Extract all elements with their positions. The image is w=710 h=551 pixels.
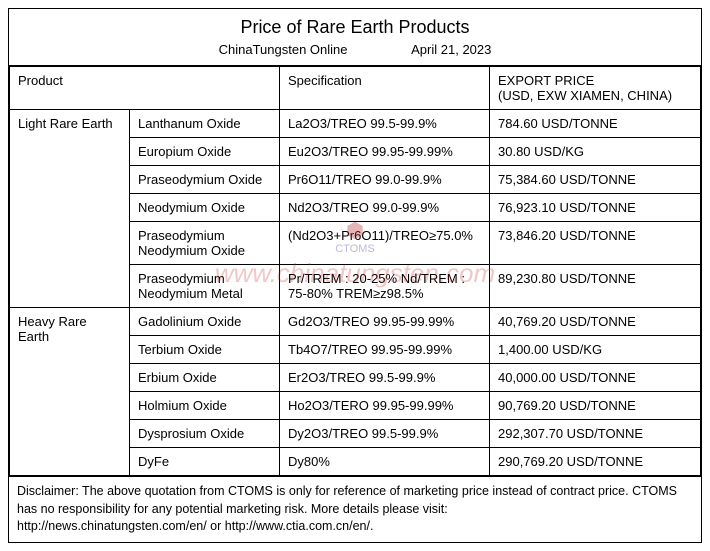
price-cell: 75,384.60 USD/TONNE	[490, 166, 701, 194]
price-cell: 30.80 USD/KG	[490, 138, 701, 166]
product-cell: Praseodymium Neodymium Metal	[130, 265, 280, 308]
spec-cell: Nd2O3/TREO 99.0-99.9%	[280, 194, 490, 222]
table-header-row: Product Specification EXPORT PRICE (USD,…	[10, 67, 701, 110]
spec-cell: Dy2O3/TREO 99.5-99.9%	[280, 420, 490, 448]
disclaimer-sep: or	[207, 519, 225, 533]
price-cell: 73,846.20 USD/TONNE	[490, 222, 701, 265]
product-cell: Europium Oxide	[130, 138, 280, 166]
price-cell: 784.60 USD/TONNE	[490, 110, 701, 138]
spec-cell: La2O3/TREO 99.5-99.9%	[280, 110, 490, 138]
col-price: EXPORT PRICE (USD, EXW XIAMEN, CHINA)	[490, 67, 701, 110]
product-cell: Dysprosium Oxide	[130, 420, 280, 448]
disclaimer-link2[interactable]: http://www.ctia.com.cn/en/	[225, 519, 370, 533]
spec-cell: Pr/TREM : 20-25% Nd/TREM : 75-80% TREM≥z…	[280, 265, 490, 308]
price-cell: 89,230.80 USD/TONNE	[490, 265, 701, 308]
spec-cell: Eu2O3/TREO 99.95-99.99%	[280, 138, 490, 166]
disclaimer-link1[interactable]: http://news.chinatungsten.com/en/	[17, 519, 207, 533]
price-cell: 90,769.20 USD/TONNE	[490, 392, 701, 420]
disclaimer-end: .	[370, 519, 373, 533]
col-price-l2: (USD, EXW XIAMEN, CHINA)	[498, 88, 692, 103]
col-spec: Specification	[280, 67, 490, 110]
category-cell: Heavy Rare Earth	[10, 308, 130, 476]
product-cell: Lanthanum Oxide	[130, 110, 280, 138]
price-cell: 40,769.20 USD/TONNE	[490, 308, 701, 336]
source-label: ChinaTungsten Online	[219, 42, 348, 57]
price-cell: 76,923.10 USD/TONNE	[490, 194, 701, 222]
subtitle-row: ChinaTungsten Online April 21, 2023	[9, 42, 701, 57]
table-row: Heavy Rare EarthGadolinium OxideGd2O3/TR…	[10, 308, 701, 336]
price-cell: 1,400.00 USD/KG	[490, 336, 701, 364]
page-title: Price of Rare Earth Products	[9, 17, 701, 38]
spec-cell: Ho2O3/TERO 99.95-99.99%	[280, 392, 490, 420]
spec-cell: Pr6O11/TREO 99.0-99.9%	[280, 166, 490, 194]
product-cell: Praseodymium Neodymium Oxide	[130, 222, 280, 265]
price-cell: 292,307.70 USD/TONNE	[490, 420, 701, 448]
table-row: Light Rare EarthLanthanum OxideLa2O3/TRE…	[10, 110, 701, 138]
col-product: Product	[10, 67, 280, 110]
disclaimer-block: Disclaimer: The above quotation from CTO…	[9, 476, 701, 542]
spec-cell: Gd2O3/TREO 99.95-99.99%	[280, 308, 490, 336]
product-cell: Holmium Oxide	[130, 392, 280, 420]
date-label: April 21, 2023	[411, 42, 491, 57]
price-cell: 40,000.00 USD/TONNE	[490, 364, 701, 392]
spec-cell: (Nd2O3+Pr6O11)/TREO≥75.0%	[280, 222, 490, 265]
product-cell: Neodymium Oxide	[130, 194, 280, 222]
header-block: Price of Rare Earth Products ChinaTungst…	[9, 9, 701, 66]
category-cell: Light Rare Earth	[10, 110, 130, 308]
disclaimer-text: Disclaimer: The above quotation from CTO…	[17, 484, 677, 516]
price-table-container: Price of Rare Earth Products ChinaTungst…	[8, 8, 702, 543]
spec-cell: Er2O3/TREO 99.5-99.9%	[280, 364, 490, 392]
product-cell: Erbium Oxide	[130, 364, 280, 392]
spec-cell: Tb4O7/TREO 99.95-99.99%	[280, 336, 490, 364]
product-cell: Praseodymium Oxide	[130, 166, 280, 194]
spec-cell: Dy80%	[280, 448, 490, 476]
product-cell: Gadolinium Oxide	[130, 308, 280, 336]
product-cell: DyFe	[130, 448, 280, 476]
col-price-l1: EXPORT PRICE	[498, 73, 692, 88]
price-cell: 290,769.20 USD/TONNE	[490, 448, 701, 476]
price-table: Product Specification EXPORT PRICE (USD,…	[9, 66, 701, 476]
product-cell: Terbium Oxide	[130, 336, 280, 364]
